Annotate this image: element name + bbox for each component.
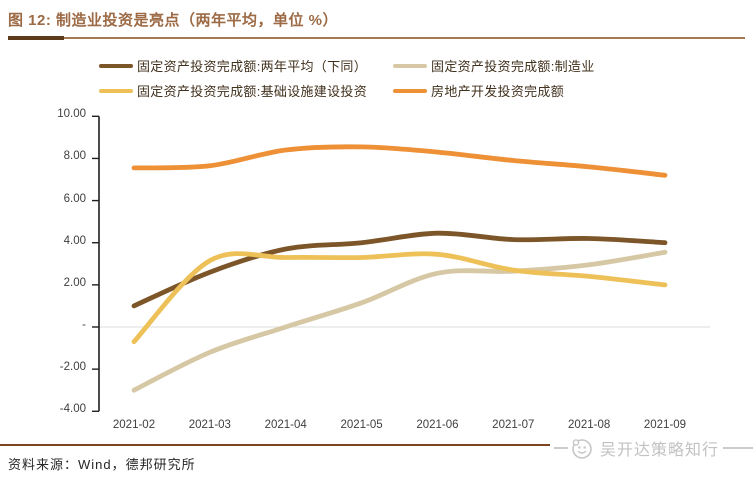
y-axis-label: -: [82, 319, 86, 331]
series-line-2: [131, 251, 668, 345]
watermark-line-right: [723, 447, 753, 449]
legend-label: 房地产开发投资完成额: [431, 84, 565, 99]
legend-label: 固定资产投资完成额:基础设施建设投资: [137, 84, 368, 99]
legend-item: 固定资产投资完成额:制造业: [393, 56, 595, 75]
legend-row: 固定资产投资完成额:两年平均（下同） 固定资产投资完成额:制造业: [0, 53, 753, 78]
source-note: 资料来源：Wind，德邦研究所: [8, 457, 196, 472]
legend-row: 固定资产投资完成额:基础设施建设投资 房地产开发投资完成额: [0, 78, 753, 103]
legend-swatch: [99, 63, 133, 68]
title-divider: [8, 36, 745, 40]
x-axis-label: 2021-08: [568, 419, 611, 431]
legend-item: 固定资产投资完成额:基础设施建设投资: [99, 81, 367, 100]
series-line-3: [131, 144, 668, 178]
legend-item: 固定资产投资完成额:两年平均（下同）: [99, 56, 367, 75]
series-line-0: [131, 230, 668, 309]
wechat-face-icon: [572, 439, 592, 459]
x-axis-label: 2021-09: [643, 419, 687, 431]
y-axis-label: 8.00: [63, 150, 86, 163]
y-axis-label: 10.00: [57, 108, 86, 121]
y-axis-label: -4.00: [59, 403, 86, 416]
footer-divider: [0, 444, 753, 446]
x-axis-label: 2021-04: [264, 419, 307, 431]
series-line-1: [131, 249, 668, 393]
legend-swatch: [393, 88, 428, 93]
legend-label: 固定资产投资完成额:两年平均（下同）: [137, 59, 368, 74]
legend-swatch: [99, 88, 133, 93]
y-axis-label: 2.00: [63, 276, 86, 289]
y-axis-label: 6.00: [63, 192, 86, 205]
figure-title: 图 12: 制造业投资是亮点（两年平均，单位 %）: [8, 12, 339, 29]
x-axis-label: 2021-07: [492, 419, 535, 431]
watermark: 吴开达策略知行: [549, 433, 753, 463]
chart-legend: 固定资产投资完成额:两年平均（下同） 固定资产投资完成额:制造业 固定资产投资完成…: [0, 53, 753, 103]
x-axis-label: 2021-02: [112, 419, 156, 431]
x-axis-label: 2021-05: [340, 419, 383, 431]
watermark-text: 吴开达策略知行: [599, 442, 719, 459]
watermark-line-left: [553, 447, 568, 449]
y-axis-label: 4.00: [63, 234, 86, 247]
legend-swatch: [393, 63, 428, 68]
x-axis-label: 2021-06: [416, 419, 459, 431]
title-divider-accent: [8, 36, 64, 40]
x-axis-label: 2021-03: [188, 419, 231, 431]
legend-label: 固定资产投资完成额:制造业: [431, 59, 595, 74]
y-axis-label: -2.00: [59, 361, 86, 374]
legend-item: 房地产开发投资完成额: [393, 81, 564, 100]
